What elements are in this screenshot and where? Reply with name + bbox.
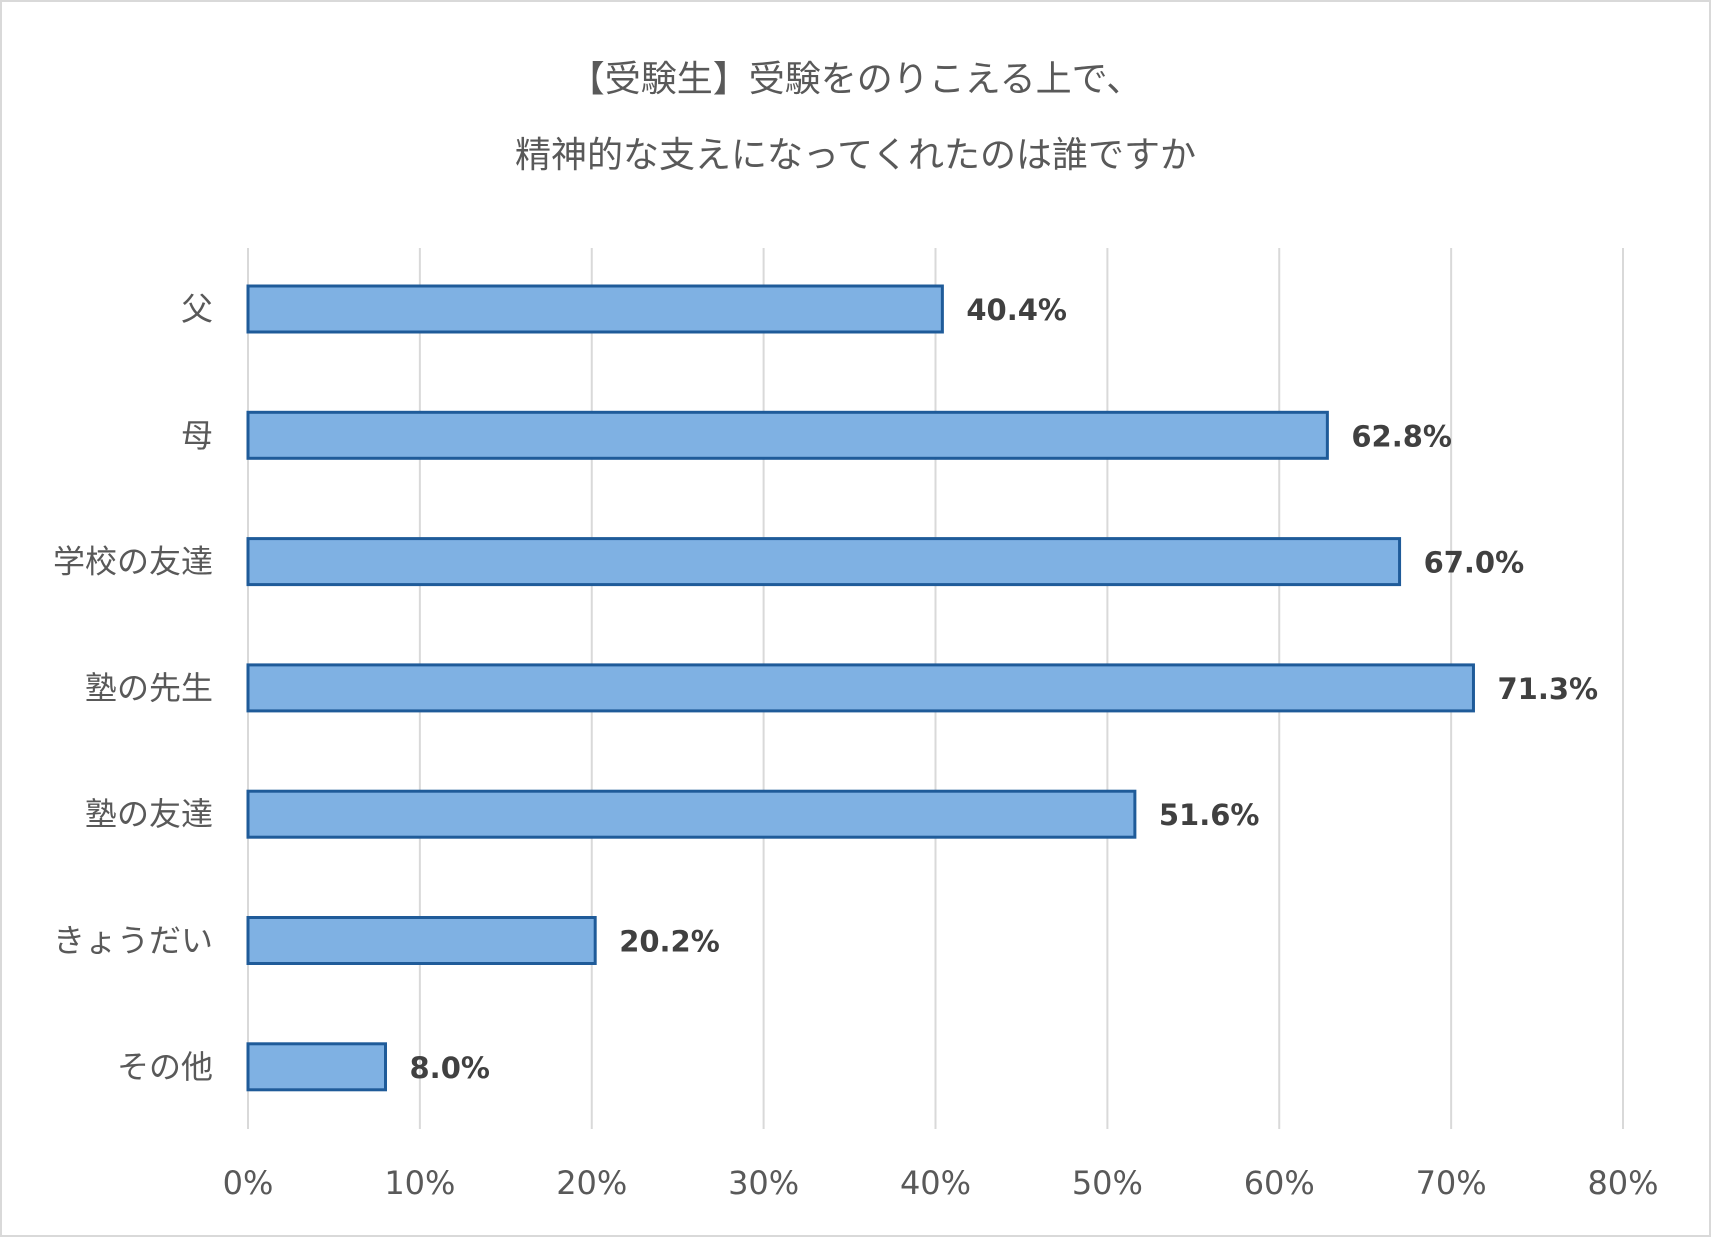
x-tick-label: 80% xyxy=(1587,1164,1658,1202)
category-label: 父 xyxy=(181,290,213,328)
chart-title-line-2: 精神的な支えになってくれたのは誰ですか xyxy=(514,135,1197,176)
data-label: 8.0% xyxy=(410,1051,490,1085)
bar xyxy=(246,789,1137,839)
bar xyxy=(246,1042,387,1092)
x-tick-label: 70% xyxy=(1416,1164,1487,1202)
category-label: 塾の友達 xyxy=(85,795,213,833)
bar xyxy=(246,537,1402,587)
data-label: 71.3% xyxy=(1497,672,1598,706)
x-tick-label: 0% xyxy=(223,1164,274,1202)
data-label: 20.2% xyxy=(619,925,720,959)
x-tick-label: 30% xyxy=(728,1164,799,1202)
bar xyxy=(246,410,1329,460)
data-label: 62.8% xyxy=(1351,419,1452,453)
chart-title-line-1: 【受験生】受験をのりこえる上で、 xyxy=(568,59,1143,100)
category-label: 塾の先生 xyxy=(85,669,213,707)
x-tick-label: 60% xyxy=(1244,1164,1315,1202)
category-label: その他 xyxy=(117,1048,213,1086)
bar xyxy=(246,916,597,965)
x-tick-label: 10% xyxy=(384,1164,455,1202)
x-tick-label: 50% xyxy=(1072,1164,1143,1202)
category-label: きょうだい xyxy=(53,922,213,960)
data-label: 67.0% xyxy=(1424,546,1525,580)
bar xyxy=(246,663,1475,713)
data-label: 51.6% xyxy=(1159,798,1260,832)
x-tick-label: 40% xyxy=(900,1164,971,1202)
x-tick-label: 20% xyxy=(556,1164,627,1202)
category-label: 学校の友達 xyxy=(53,543,213,581)
category-label: 母 xyxy=(181,416,213,454)
data-label: 40.4% xyxy=(966,293,1067,327)
bar xyxy=(246,284,944,334)
